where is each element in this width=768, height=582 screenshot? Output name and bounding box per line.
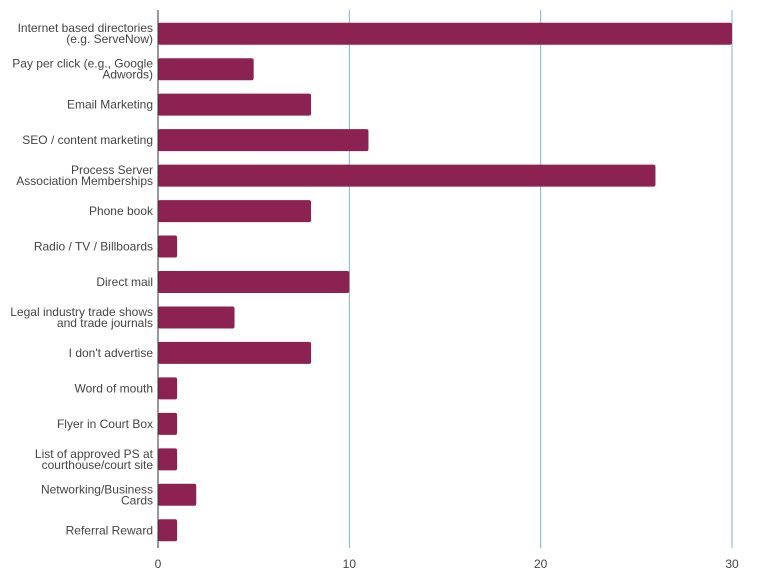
category-label: SEO / content marketing — [22, 133, 153, 147]
category-label: Email Marketing — [67, 98, 153, 112]
bar — [158, 93, 312, 116]
bar — [158, 519, 178, 542]
bar — [158, 22, 732, 45]
bar — [158, 306, 235, 329]
category-label: Legal industry trade shows and trade jour… — [10, 305, 153, 330]
bar — [158, 412, 178, 435]
category-label: Phone book — [89, 204, 154, 218]
x-tick-label: 30 — [725, 557, 739, 571]
bar — [158, 448, 178, 471]
x-tick-label: 10 — [343, 557, 357, 571]
bar — [158, 235, 178, 258]
bar — [158, 483, 197, 506]
category-label: I don't advertise — [69, 346, 154, 360]
category-label: Networking/Business Cards — [41, 482, 153, 507]
bar — [158, 58, 254, 81]
bar — [158, 271, 350, 293]
x-tick-label: 0 — [155, 557, 162, 571]
category-label: Internet based directories (e.g. ServeNow… — [18, 21, 153, 46]
category-label: Process Server Association Memberships — [16, 163, 153, 188]
bar — [158, 341, 312, 364]
category-label: Referral Reward — [66, 523, 153, 537]
category-label: Radio / TV / Billboards — [34, 240, 153, 254]
bars — [158, 22, 732, 542]
bar — [158, 200, 312, 223]
category-labels: Internet based directories (e.g. ServeNow… — [10, 21, 154, 537]
category-label: Word of mouth — [75, 381, 153, 395]
bar — [158, 129, 369, 152]
category-label: List of approved PS at courthouse/court s… — [35, 447, 154, 472]
x-tick-labels: 0 10 20 30 — [155, 557, 739, 571]
x-tick-label: 20 — [534, 557, 548, 571]
category-label: Direct mail — [96, 275, 153, 289]
gridlines — [348, 10, 733, 548]
category-label: Flyer in Court Box — [57, 417, 153, 431]
bar — [158, 377, 178, 400]
category-label: Pay per click (e.g., Google Adwords) — [12, 57, 153, 82]
bar — [158, 164, 656, 187]
